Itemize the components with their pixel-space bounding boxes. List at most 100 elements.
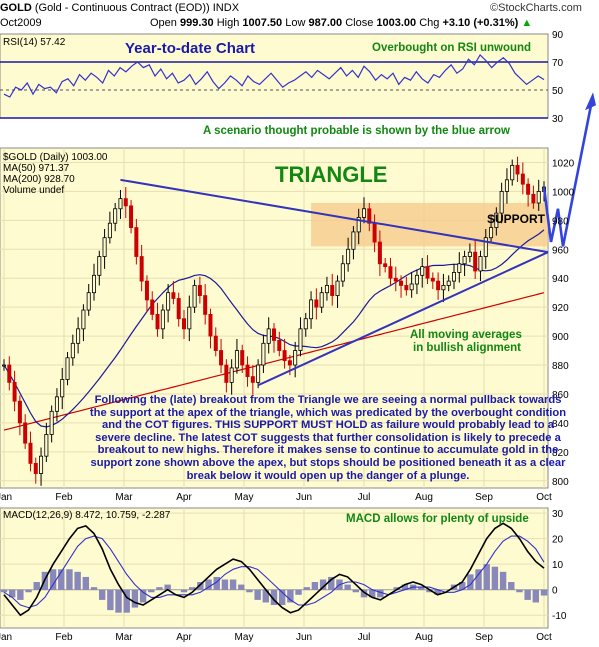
candle-up — [70, 342, 75, 359]
chg-value: +3.10 (+0.31%) — [442, 17, 519, 29]
macd-hist-bar — [90, 587, 98, 590]
macd-hist-bar — [516, 589, 523, 593]
macd-hist-bar — [483, 564, 490, 590]
candle-down — [388, 266, 393, 279]
candle-down — [171, 292, 176, 299]
candle-up — [483, 237, 488, 257]
macd-month-label: Oct — [536, 632, 552, 643]
candle-down — [430, 277, 435, 282]
macd-hist-bar — [246, 589, 253, 593]
rsi-tick-label: 90 — [552, 30, 564, 41]
candle-up — [39, 455, 44, 474]
ma-annotation-line-1: All moving averages — [410, 329, 522, 341]
month-label: Oct — [536, 492, 552, 503]
candle-down — [383, 263, 388, 268]
price-tick-label: 1000 — [552, 187, 575, 198]
macd-hist-bar — [352, 589, 360, 593]
candle-down — [176, 298, 181, 320]
macd-hist-bar — [8, 589, 16, 598]
macd-month-label: Jun — [296, 632, 312, 643]
candle-up — [60, 379, 65, 398]
price-tick-label: 800 — [552, 477, 569, 488]
month-label: Jan — [0, 492, 12, 503]
price-layer — [2, 156, 547, 486]
macd-hist-bar — [98, 589, 106, 600]
candle-up — [351, 231, 356, 250]
macd-hist-bar — [139, 589, 147, 603]
candle-up — [489, 227, 494, 239]
macd-hist-bar — [508, 582, 515, 590]
price-tick-label: 1020 — [552, 158, 575, 169]
candle-up — [504, 179, 509, 192]
candle-up — [234, 350, 239, 369]
candle-down — [12, 381, 17, 402]
candle-up — [457, 263, 462, 273]
candle-down — [425, 266, 430, 279]
macd-hist-bar — [17, 589, 24, 600]
candle-up — [2, 364, 7, 367]
candle-down — [23, 422, 28, 444]
macd-hist-bar — [82, 576, 90, 590]
triangle-annotation: TRIANGLE — [275, 162, 388, 187]
ma200-legend: MA(200) 928.70 — [3, 174, 75, 185]
candle-up — [81, 309, 86, 330]
axis-layer: 9070503010201000980960940920900880860840… — [0, 30, 575, 643]
candle-down — [181, 318, 186, 330]
macd-title: MACD(12,26,9) 8.472, 10.759, -2.287 — [3, 510, 171, 521]
candle-down — [377, 241, 382, 265]
candle-up — [324, 285, 329, 294]
macd-hist-bar — [426, 589, 433, 593]
up-arrow-icon: ▲ — [521, 17, 533, 29]
candle-up — [494, 212, 499, 228]
exchange: INDX — [212, 2, 240, 14]
candle-down — [520, 173, 525, 185]
month-label: May — [235, 492, 254, 503]
candle-down — [224, 364, 229, 383]
macd-hist-bar — [254, 589, 261, 600]
macd-hist-bar — [123, 589, 130, 613]
candle-down — [436, 280, 441, 291]
macd-hist-bar — [475, 569, 482, 590]
candle-down — [144, 280, 149, 301]
candle-up — [44, 434, 49, 457]
candle-up — [451, 272, 456, 282]
candle-up — [86, 292, 91, 311]
chart-title: (Gold - Continuous Contract (EOD)) — [34, 2, 210, 14]
candle-down — [208, 313, 213, 337]
rsi-tick-label: 30 — [552, 114, 564, 125]
month-label: Apr — [176, 492, 192, 503]
macd-hist-bar — [213, 576, 220, 590]
price-tick-label: 820 — [552, 448, 569, 459]
candle-down — [240, 350, 245, 366]
candle-down — [515, 164, 520, 175]
chart-header: GOLD (Gold - Continuous Contract (EOD)) … — [0, 2, 239, 14]
ytd-annotation: Year-to-date Chart — [125, 40, 256, 57]
low-label: Low — [285, 17, 306, 29]
candle-down — [404, 285, 409, 291]
candle-down — [155, 313, 160, 330]
price-tick-label: 860 — [552, 390, 569, 401]
macd-hist-bar — [467, 574, 474, 590]
macd-month-label: May — [235, 632, 254, 643]
support-annotation: SUPPORT — [487, 212, 546, 226]
ma200-line — [3, 292, 545, 431]
candle-up — [65, 357, 70, 380]
macd-hist-bar — [458, 582, 466, 590]
candle-up — [293, 350, 298, 366]
macd-tick-label: 30 — [552, 509, 564, 520]
candle-down — [277, 340, 282, 351]
candle-down — [28, 442, 33, 464]
macd-month-label: Sep — [475, 632, 493, 643]
date-label: Oct2009 — [0, 17, 42, 29]
candle-down — [526, 183, 531, 195]
candle-down — [372, 222, 377, 243]
scenario-arrowhead — [585, 92, 596, 111]
month-label: Mar — [115, 492, 133, 503]
month-label: Jul — [358, 492, 371, 503]
macd-hist-bar — [328, 576, 335, 590]
candle-up — [409, 283, 414, 291]
rsi-title: RSI(14) 57.42 — [3, 37, 66, 48]
macd-hist-bar — [401, 584, 409, 590]
rsi-tick-label: 50 — [552, 86, 564, 97]
lower-trendline — [257, 251, 549, 387]
